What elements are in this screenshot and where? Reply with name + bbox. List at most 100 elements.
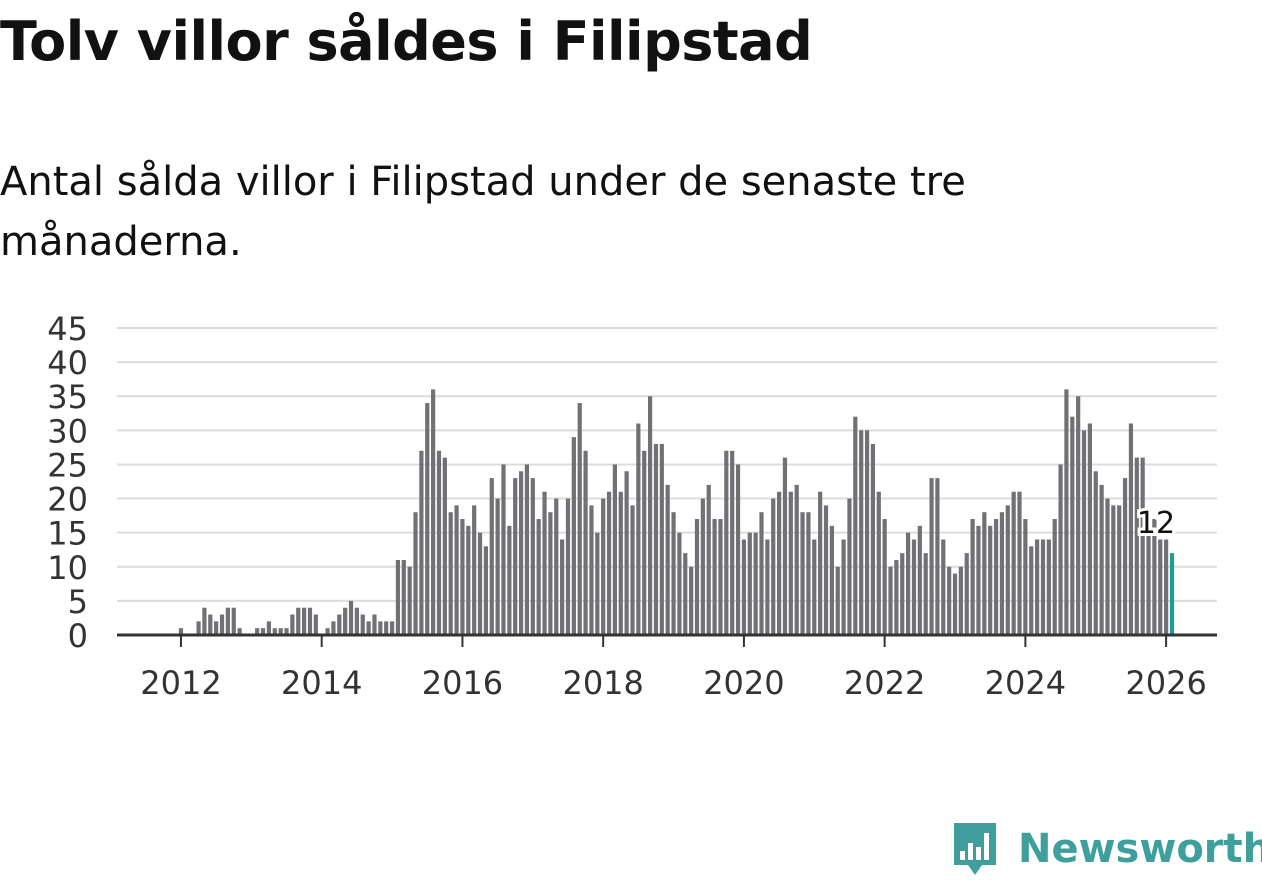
bar [947,566,952,635]
bar [900,553,905,635]
bar [823,505,829,635]
bar [941,539,946,635]
bar [835,566,840,635]
bar [906,532,911,635]
bar [1134,457,1139,635]
bar [601,498,606,635]
bar [929,478,934,635]
bar [859,430,864,635]
bar [712,519,717,635]
bar [1081,430,1087,635]
bar [372,614,377,635]
bar [472,505,477,635]
x-tick-label: 2012 [140,664,221,702]
y-tick-label: 0 [68,617,88,655]
bar [659,443,664,635]
bar [1122,478,1128,635]
bar [952,573,958,635]
bar [735,464,741,635]
bar [694,519,700,635]
bar [565,498,571,635]
bar [413,512,418,635]
bar [806,512,811,635]
bar [583,450,588,635]
bar [894,559,899,635]
bar [935,478,940,635]
bar [671,512,676,635]
bar [1076,396,1081,635]
gridlines [117,327,1217,602]
bar [1070,416,1075,635]
bar [1005,505,1010,635]
bar [231,607,236,635]
bar [647,396,653,635]
bar [237,628,242,635]
bar [460,519,465,635]
bar [401,559,406,635]
x-tick-label: 2026 [1125,664,1206,702]
bar [307,607,313,635]
bar [219,614,225,635]
bar [958,566,963,635]
bar [302,607,307,635]
bar [214,621,219,635]
bar [513,478,518,635]
bar [1035,539,1040,635]
chart-subtitle: Antal sålda villor i Filipstad under de … [0,159,966,265]
bar [636,423,641,635]
bar [917,525,922,635]
bar [1023,519,1028,635]
bar [1111,505,1116,635]
bar [853,416,858,635]
bar [178,628,184,635]
bar [266,621,272,635]
bar [1158,539,1163,635]
bar [407,566,412,635]
bar [724,450,729,635]
bar [366,621,371,635]
bar [788,491,793,635]
bar [360,614,365,635]
bar [501,464,506,635]
x-tick-label: 2020 [703,664,784,702]
bar [706,484,711,635]
bar [419,450,424,635]
bar [595,532,600,635]
y-tick-label: 10 [47,549,88,587]
bar [642,450,647,635]
bar [313,614,318,635]
bar [970,519,975,635]
bar [202,607,207,635]
bar [882,519,887,635]
bar [378,621,383,635]
bars [178,389,1175,635]
y-tick-label: 20 [47,481,88,519]
bar [354,607,359,635]
bar [577,403,582,635]
bar [765,539,770,635]
bar [759,512,764,635]
x-axis-ticks: 2012 2014 2016 2018 2020 2022 2024 2026 [140,635,1207,702]
bar [923,553,928,635]
bar [1029,546,1034,635]
bar-highlight [1169,553,1175,635]
bar [876,491,881,635]
bar [425,403,430,635]
bar [864,430,870,635]
bar [1040,539,1046,635]
bar [1105,498,1110,635]
bar [466,525,471,635]
bar [606,491,612,635]
x-tick-label: 2018 [562,664,643,702]
bar [272,628,277,635]
bar [196,621,201,635]
bar [964,553,969,635]
bar [988,525,993,635]
newsworthy-bar-chart-icon [954,823,996,875]
bar [753,532,758,635]
bar [1087,423,1092,635]
bar [993,519,999,635]
bar [777,491,782,635]
bar [1128,423,1134,635]
